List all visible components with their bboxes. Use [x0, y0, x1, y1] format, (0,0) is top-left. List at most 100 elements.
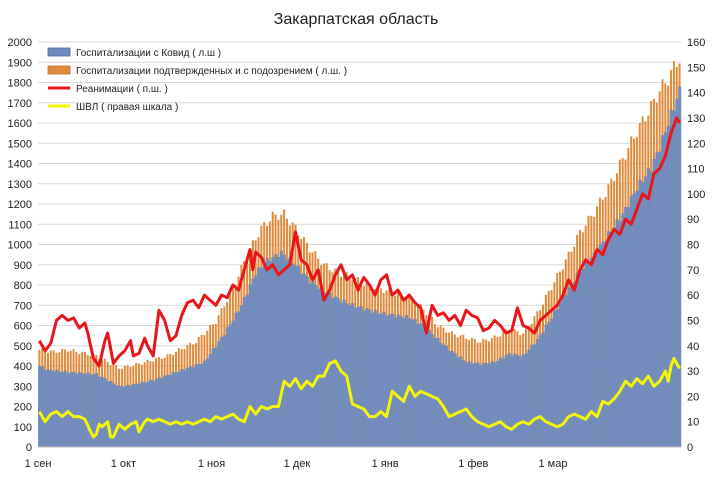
bar-covid [626, 207, 631, 447]
bar-covid [311, 281, 315, 447]
bar-covid [69, 372, 73, 447]
bar-covid [422, 324, 426, 447]
y-right-tick-label: 80 [687, 240, 699, 252]
bar-covid [362, 310, 366, 447]
bar-covid [635, 190, 639, 447]
legend-swatch-suspected [47, 65, 71, 75]
y-right-tick-label: 70 [687, 265, 699, 277]
bar-covid [237, 311, 241, 447]
bar-covid [433, 337, 437, 447]
bar-covid [655, 152, 659, 447]
bar-covid [146, 381, 150, 447]
bar-covid [410, 319, 414, 447]
bar-covid [251, 278, 255, 447]
bar-covid [168, 375, 173, 447]
bar-covid [524, 353, 528, 447]
bar-covid [407, 318, 412, 447]
y-left-tick-label: 300 [14, 381, 32, 393]
bar-covid [66, 373, 70, 447]
bar-covid [589, 257, 594, 447]
bar-covid [581, 268, 585, 447]
bar-covid [240, 305, 244, 447]
bar-covid [208, 354, 212, 447]
bar-covid [672, 110, 676, 448]
bar-covid [291, 263, 295, 447]
legend-label-icu: Реанимации ( п.ш. ) [76, 84, 168, 95]
bar-covid [336, 298, 340, 447]
bar-covid [533, 344, 537, 447]
bar-covid [521, 354, 525, 447]
y-left-tick-label: 200 [14, 402, 32, 414]
y-left-tick-label: 1000 [8, 240, 32, 252]
bar-covid [547, 322, 551, 447]
bar-covid [123, 386, 127, 447]
y-left-tick-label: 0 [26, 442, 32, 454]
bar-covid [228, 324, 232, 447]
bar-covid [57, 371, 62, 447]
bar-covid [678, 86, 682, 447]
bar-covid [450, 351, 454, 447]
bar-covid [587, 263, 591, 447]
bar-covid [359, 306, 363, 447]
bar-covid [129, 385, 133, 447]
bar-covid [644, 176, 648, 447]
bar-covid [513, 353, 517, 447]
y-right-tick-label: 40 [687, 341, 699, 353]
y-right-tick-label: 10 [687, 417, 699, 429]
y-left-tick-label: 400 [14, 361, 32, 373]
bar-covid [83, 374, 87, 447]
bar-covid [490, 361, 494, 447]
bar-covid [194, 364, 198, 447]
legend: Госпитализации с Ковид ( л.ш ) Госпитали… [47, 47, 347, 113]
bar-covid [231, 320, 235, 447]
bar-covid [498, 357, 503, 447]
bar-covid [60, 371, 64, 447]
y-right-tick-label: 110 [687, 164, 705, 176]
y-left-tick-label: 1800 [8, 78, 32, 90]
bar-covid [538, 334, 542, 447]
bar-covid [621, 213, 625, 447]
bar-covid [558, 302, 562, 447]
bar-covid [530, 344, 534, 447]
bar-covid [419, 323, 423, 447]
bar-covid [416, 323, 420, 447]
bar-covid [140, 381, 144, 447]
bar-covid [203, 360, 207, 447]
y-right-tick-label: 50 [687, 315, 699, 327]
bar-covid [106, 381, 110, 447]
bar-covid [439, 343, 443, 447]
bar-covid [430, 334, 434, 447]
bar-covid [504, 355, 508, 447]
bar-covid [461, 360, 466, 447]
line-icu [38, 116, 681, 368]
bar-covid [248, 284, 252, 447]
y-left-tick-label: 1400 [8, 159, 32, 171]
bar-covid [467, 361, 471, 447]
bar-covid [262, 265, 266, 447]
bar-covid [299, 273, 303, 447]
bar-covid [92, 374, 96, 447]
y-left-tick-label: 1200 [8, 199, 32, 211]
bar-covid [638, 179, 642, 447]
bar-covid [185, 367, 190, 447]
y-left-tick-label: 2000 [8, 37, 32, 49]
bar-covid [510, 355, 514, 447]
bar-covid [464, 362, 468, 447]
legend-label-covid: Госпитализации с Ковид ( л.ш ) [76, 48, 221, 59]
bar-covid [666, 125, 670, 448]
legend-label-ventilator: ШВЛ ( правая шкала ) [76, 102, 178, 113]
y-left-tick-label: 600 [14, 321, 32, 333]
bar-covid [604, 241, 608, 447]
bar-covid [40, 366, 44, 447]
y-left-tick-label: 1500 [8, 138, 32, 150]
bar-covid [350, 303, 355, 447]
bar-covid [473, 363, 477, 447]
bar-covid [339, 302, 343, 447]
bar-covid [459, 356, 463, 447]
bar-covid [137, 384, 141, 447]
bar-covid [624, 206, 628, 447]
bar-covid [370, 312, 375, 447]
bar-covid [444, 345, 448, 447]
y-right-tick-label: 30 [687, 366, 699, 378]
bar-covid [49, 370, 53, 447]
